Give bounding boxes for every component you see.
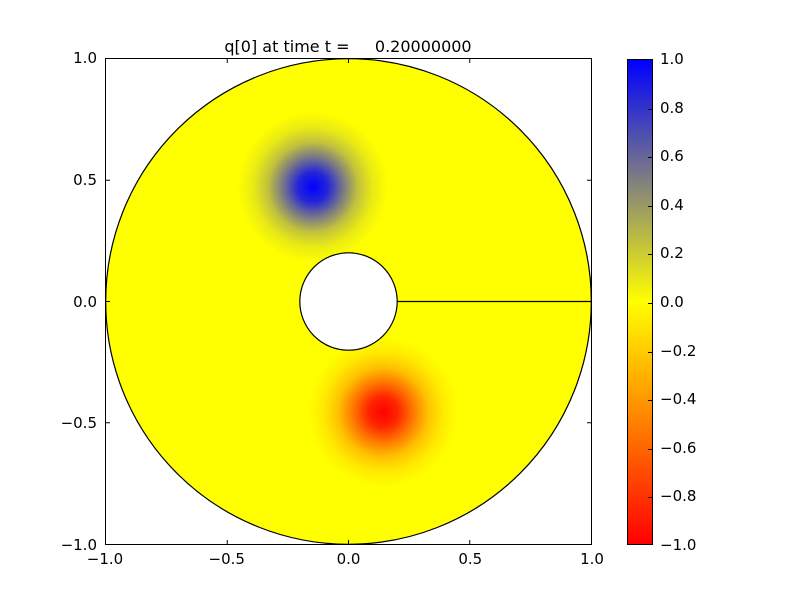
colorbar-tick <box>648 303 652 304</box>
x-tick-label: 1.0 <box>580 550 604 568</box>
main-axes <box>105 58 592 545</box>
colorbar-tick <box>648 157 652 159</box>
colorbar-tick <box>648 497 652 499</box>
colorbar-tick-label: −0.2 <box>660 341 697 360</box>
colorbar-tick-label: −0.4 <box>660 390 697 409</box>
y-tick-label: −1.0 <box>60 536 97 554</box>
colorbar <box>627 59 653 545</box>
y-axis-ticks-right <box>587 58 592 545</box>
colorbar-tick <box>648 351 652 353</box>
colorbar-tick-label: 0.2 <box>660 244 684 263</box>
y-tick-label: 0.5 <box>73 170 97 189</box>
negative-blob <box>308 337 459 488</box>
x-tick-label: −1.0 <box>86 550 124 568</box>
colorbar-tick-label: 0.8 <box>660 98 684 117</box>
colorbar-tick-label: 0.6 <box>660 147 684 166</box>
x-tick-label: 0.5 <box>458 550 483 568</box>
x-tick-label: −0.5 <box>208 550 245 568</box>
x-axis-ticks-top <box>105 58 592 63</box>
colorbar-tick <box>648 254 652 256</box>
colorbar-tick-label: 1.0 <box>660 50 684 68</box>
positive-blob <box>237 112 388 263</box>
plot-title: q[0] at time t = 0.20000000 <box>224 37 472 56</box>
colorbar-tick-label: −0.6 <box>660 438 697 457</box>
inner-circle <box>299 252 398 351</box>
y-axis-ticks-left <box>105 58 110 545</box>
colorbar-tick <box>648 108 652 110</box>
annulus-domain <box>105 58 592 545</box>
x-tick-label: 0.0 <box>336 550 361 568</box>
annulus-heatmap-canvas <box>105 58 592 545</box>
colorbar-tick-label: −0.8 <box>660 487 697 506</box>
y-tick-label: −0.5 <box>60 414 97 433</box>
colorbar-tick <box>648 448 652 450</box>
colorbar-tick-label: 0.4 <box>660 195 684 214</box>
x-axis-ticks-bottom <box>105 540 592 545</box>
colorbar-tick-label: −1.0 <box>660 536 697 554</box>
y-tick-label: 1.0 <box>73 49 97 67</box>
y-tick-label: 0.0 <box>73 292 97 311</box>
colorbar-tick <box>648 205 652 207</box>
colorbar-tick <box>648 400 652 402</box>
colorbar-tick-label: 0.0 <box>660 293 684 311</box>
